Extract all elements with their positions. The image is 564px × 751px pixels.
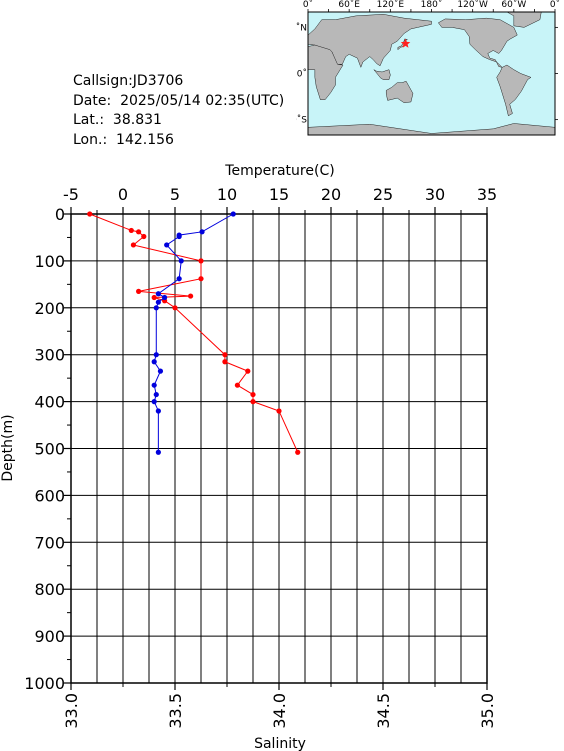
temperature-tick-label: 20 — [321, 185, 341, 204]
land-mass — [385, 80, 414, 103]
land-mass — [437, 17, 532, 117]
chart-series — [87, 211, 301, 455]
salinity-line — [153, 213, 234, 453]
land-mass — [307, 44, 344, 100]
station-marker-icon — [400, 38, 411, 48]
salinity-point — [157, 368, 164, 374]
y-tick-label: 700 — [34, 533, 65, 552]
lat-text: Lat.: 38.831 — [73, 112, 162, 128]
map-lat-label: 60˚S — [296, 115, 307, 126]
y-tick-label: 200 — [34, 299, 65, 318]
temperature-point — [250, 399, 256, 405]
salinity-tick-label: 35.0 — [478, 693, 497, 729]
map-lon-label: 120˚W — [457, 0, 488, 10]
temperature-point — [141, 233, 147, 240]
map-lon-label: 0˚ — [303, 0, 313, 10]
temperature-point — [234, 382, 240, 388]
temperature-point — [130, 242, 136, 248]
map-area — [307, 11, 556, 136]
temperature-tick-label: 25 — [373, 185, 393, 204]
map-axis-labels: 0˚ 60˚E 120˚E 180˚ 120˚W 60˚W 0˚ 60˚N 0˚ 60˚S — [296, 0, 560, 126]
lon-text: Lon.: 142.156 — [73, 131, 174, 148]
salinity-point — [153, 352, 159, 358]
salinity-point — [176, 276, 182, 282]
date-text: Date: 2025/05/14 02:35(UTC) — [73, 92, 285, 109]
map-lat-label: 0˚ — [297, 69, 307, 80]
salinity-point — [176, 233, 182, 240]
temperature-point — [198, 276, 204, 282]
temperature-point — [198, 258, 204, 264]
depth-axis-label: Depth(m) — [0, 414, 16, 481]
salinity-point — [153, 391, 159, 398]
y-tick-label: 1000 — [24, 674, 65, 693]
salinity-point — [178, 258, 184, 264]
salinity-point — [151, 382, 157, 388]
temperature-tick-label: 35 — [477, 185, 497, 204]
temperature-point — [188, 293, 194, 299]
temperature-axis-label: Temperature(C) — [224, 163, 334, 179]
temperature-tick-label: 15 — [269, 185, 289, 204]
land-mass — [373, 69, 391, 80]
map-lon-label: 0˚ — [550, 0, 560, 10]
temperature-point — [222, 352, 228, 358]
temperature-point — [87, 211, 93, 217]
salinity-point — [164, 242, 170, 248]
callsign-text: Callsign:JD3706 — [73, 73, 184, 89]
salinity-point — [155, 299, 161, 305]
salinity-tick-label: 34.0 — [270, 693, 289, 729]
y-tick-label: 100 — [34, 252, 65, 271]
salinity-axis-label: Salinity — [254, 736, 306, 751]
temperature-tick-label: 10 — [217, 185, 237, 204]
temperature-line — [89, 213, 299, 453]
station-info: Callsign:JD3706 Date: 2025/05/14 02:35(U… — [73, 72, 284, 150]
map-lat-label: 60˚N — [296, 22, 307, 33]
y-tick-label: 500 — [34, 440, 65, 459]
salinity-point — [153, 305, 159, 311]
y-tick-label: 900 — [34, 627, 65, 646]
chart-grid — [70, 213, 488, 684]
salinity-point — [199, 229, 205, 235]
temperature-point — [250, 391, 256, 398]
temperature-point — [222, 359, 228, 365]
salinity-tick-label: 33.5 — [166, 693, 185, 729]
temperature-point — [276, 408, 282, 414]
salinity-point — [151, 399, 157, 405]
temperature-tick-label: -5 — [63, 185, 79, 204]
y-tick-label: 800 — [34, 580, 65, 599]
map-lon-label: 120˚E — [377, 0, 405, 10]
map-lon-label: 60˚E — [338, 0, 360, 10]
map-lon-label: 60˚W — [501, 0, 526, 10]
y-tick-label: 0 — [55, 205, 65, 224]
map-frame — [307, 11, 556, 136]
salinity-tick-label: 34.5 — [374, 693, 393, 729]
temperature-tick-label: 5 — [170, 185, 180, 204]
temperature-tick-label: 30 — [425, 185, 445, 204]
world-map: 0˚ 60˚E 120˚E 180˚ 120˚W 60˚W 0˚ 60˚N 0˚ 60˚S — [296, 0, 560, 136]
salinity-point — [155, 449, 161, 455]
salinity-point — [155, 408, 161, 414]
salinity-point — [151, 359, 157, 365]
temperature-point — [128, 227, 134, 234]
y-tick-label: 300 — [34, 346, 65, 365]
temperature-point — [172, 305, 178, 311]
temperature-point — [136, 229, 142, 235]
y-tick-label: 600 — [34, 486, 65, 505]
salinity-point — [162, 294, 168, 301]
map-lon-label: 180˚ — [421, 0, 443, 10]
temperature-point — [295, 449, 301, 455]
salinity-point — [230, 211, 236, 217]
salinity-point — [155, 291, 161, 297]
temperature-point — [245, 368, 251, 374]
temperature-tick-label: 0 — [118, 185, 128, 204]
temperature-point — [136, 288, 142, 294]
temperature-point — [151, 294, 157, 301]
y-tick-label: 400 — [34, 393, 65, 412]
salinity-tick-label: 33.0 — [62, 693, 81, 729]
